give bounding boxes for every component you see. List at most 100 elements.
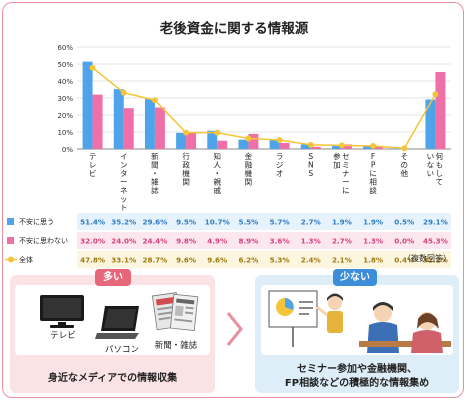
right-panel-caption-2: FP相談などの積極的な情報集め (284, 378, 430, 389)
data-label: 1.3% (301, 237, 321, 246)
x-tick-char: な (427, 161, 435, 170)
y-tick-label: 60% (57, 44, 73, 52)
table-row-bg (77, 251, 451, 268)
point-overall (214, 129, 221, 136)
x-tick-char: 参 (333, 151, 341, 161)
data-label: 4.9% (207, 237, 227, 246)
x-tick-char: テ (89, 152, 97, 161)
point-overall (245, 135, 252, 142)
data-label: 1.8% (363, 256, 383, 265)
y-tick-label: 40% (57, 78, 73, 86)
data-label: 8.9% (238, 237, 258, 246)
x-tick-char: の (401, 161, 409, 170)
y-tick-label: 10% (57, 129, 73, 137)
data-label: 2.1% (332, 256, 352, 265)
x-tick-char: ナ (342, 169, 350, 178)
bar-anxious (331, 145, 342, 149)
tv-label: テレビ (50, 331, 76, 341)
data-label: 2.4% (301, 256, 321, 265)
point-overall (276, 136, 283, 143)
x-tick-char: 機 (182, 168, 190, 178)
x-tick-char: 関 (182, 178, 190, 187)
x-tick-char: P (371, 161, 376, 170)
x-tick-char: 戚 (214, 185, 222, 195)
point-overall (89, 64, 96, 71)
bar-anxious (176, 132, 187, 149)
x-tick-char: い (427, 152, 435, 161)
x-tick-char: そ (401, 152, 409, 161)
x-tick-char: も (436, 161, 444, 170)
x-tick-char: 加 (333, 160, 341, 170)
x-tick-char: ネ (120, 186, 128, 195)
x-tick-char: ミ (342, 161, 350, 170)
x-tick-char: S (308, 152, 313, 161)
data-label: 10.7% (205, 218, 230, 227)
x-tick-char: 誌 (151, 185, 159, 195)
bar-anxious (269, 139, 280, 149)
data-label: 3.6% (270, 237, 290, 246)
bar-anxious (300, 144, 311, 149)
data-label: 1.9% (363, 218, 383, 227)
point-overall (120, 89, 127, 96)
bar-anxious (363, 145, 374, 149)
legend-swatch (7, 218, 14, 225)
bar-not-anxious (92, 94, 103, 149)
x-tick-char: ビ (89, 169, 97, 178)
data-label: 47.8% (80, 256, 105, 265)
bar-not-anxious (217, 140, 228, 149)
x-tick-char: に (369, 169, 377, 178)
x-tick-char: 相 (369, 177, 377, 187)
left-panel-tag: 多い (95, 269, 131, 286)
legend-swatch (7, 237, 14, 244)
point-overall (183, 129, 190, 136)
data-label: 5.3% (270, 256, 290, 265)
data-label: 9.6% (176, 256, 196, 265)
x-tick-char: タ (120, 169, 128, 178)
data-label: 32.0% (80, 237, 105, 246)
newspaper-icon (151, 292, 199, 332)
y-tick-label: 20% (57, 112, 73, 120)
data-label: 6.2% (238, 256, 258, 265)
data-label: 2.7% (301, 218, 321, 227)
laptop-label: パソコン (104, 345, 139, 355)
x-tick-char: ジ (276, 161, 284, 170)
x-tick-char: 他 (401, 168, 409, 178)
data-label: 32.2% (423, 256, 448, 265)
data-label: 29.1% (423, 218, 448, 227)
x-tick-char: ッ (120, 195, 128, 204)
laptop-icon (95, 306, 139, 339)
data-label: 9.6% (207, 256, 227, 265)
data-label: 0.5% (394, 218, 414, 227)
data-label: 5.7% (270, 218, 290, 227)
data-label: 2.7% (332, 237, 352, 246)
x-tick-char: 機 (245, 168, 253, 178)
x-tick-char: ラ (276, 152, 284, 161)
tv-icon (40, 295, 84, 328)
arrow-right-icon (226, 312, 243, 346)
right-panel-caption-1: セミナー参加や金融機関、 (297, 364, 417, 375)
data-label: 0.4% (394, 256, 414, 265)
x-tick-char: ・ (151, 169, 159, 178)
data-label: 28.7% (142, 256, 167, 265)
y-tick-label: 0% (62, 146, 73, 154)
x-tick-char: ン (120, 161, 128, 170)
right-panel-tag: 少ない (333, 269, 377, 286)
x-tick-char: イ (120, 152, 128, 161)
line-overall (92, 67, 437, 150)
x-tick-char: 何 (436, 151, 444, 161)
x-tick-char: 親 (214, 177, 222, 187)
legend-label: 不安に思う (19, 217, 54, 226)
legend-label: 全体 (19, 255, 33, 264)
x-tick-char: ・ (214, 169, 222, 178)
data-label: 9.8% (176, 237, 196, 246)
data-label: 33.1% (111, 256, 136, 265)
bar-anxious (113, 89, 124, 149)
x-tick-char: 政 (182, 160, 190, 170)
left-panel-caption: 身近なメディアでの情報収集 (47, 373, 178, 384)
data-label: 29.6% (142, 218, 167, 227)
x-tick-char: に (342, 186, 350, 195)
note: （複数回答） (403, 254, 451, 263)
seminar-scene-icon (268, 290, 451, 353)
x-tick-char: S (308, 169, 313, 178)
